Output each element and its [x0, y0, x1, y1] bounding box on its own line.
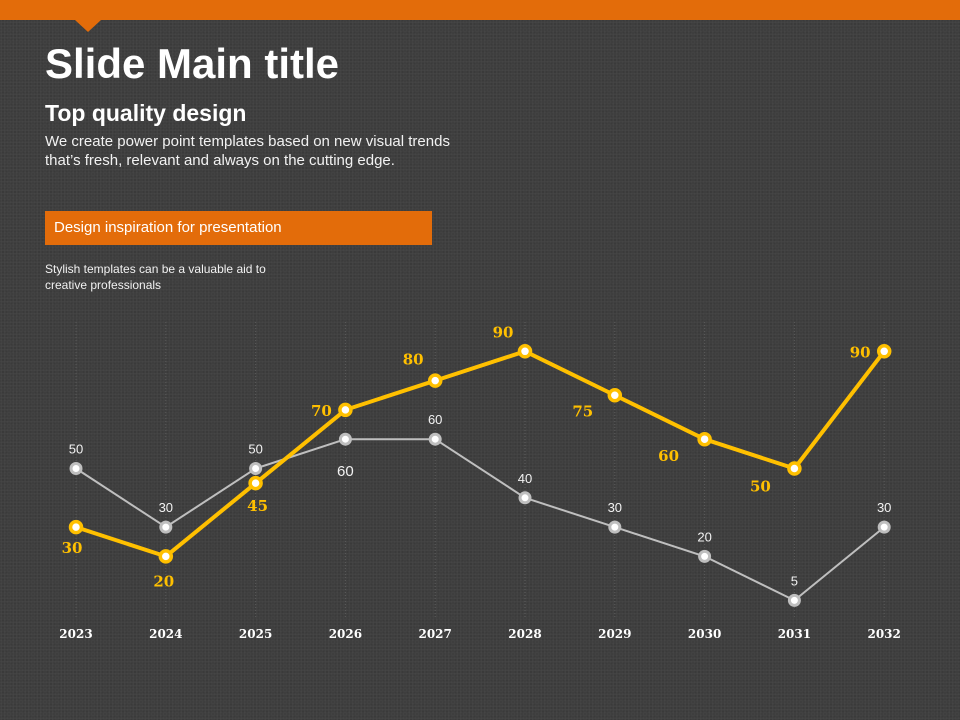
note-line-1: Stylish templates can be a valuable aid …: [45, 262, 266, 276]
x-tick-label-2024: 2024: [149, 627, 182, 641]
x-tick-label-2029: 2029: [598, 627, 631, 641]
data-point-s1-2027: [428, 432, 442, 446]
data-point-s2-2032: [876, 344, 892, 359]
data-point-s1-2024: [159, 520, 173, 534]
data-label-s1-2032: 30: [877, 500, 891, 515]
data-label-s1-2028: 40: [518, 471, 532, 486]
data-label-s2-2025: 45: [247, 497, 268, 515]
x-tick-label-2027: 2027: [418, 627, 451, 641]
x-tick-label-2030: 2030: [688, 627, 721, 641]
data-point-s1-2029: [608, 520, 622, 534]
data-label-s2-2026: 70: [311, 402, 332, 420]
data-point-s1-2032: [877, 520, 891, 534]
data-point-s2-2029: [607, 388, 623, 403]
data-point-s1-2031: [787, 593, 801, 607]
x-tick-label-2032: 2032: [867, 627, 900, 641]
note-line-2: creative professionals: [45, 278, 162, 292]
data-label-s2-2029: 75: [572, 402, 593, 420]
top-accent-bar: [0, 0, 960, 20]
data-point-s2-2023: [68, 519, 84, 535]
data-point-s1-2026: [338, 432, 352, 446]
data-label-s2-2030: 60: [658, 447, 679, 465]
data-point-s1-2023: [69, 462, 83, 475]
data-point-s2-2024: [158, 549, 174, 564]
data-point-s1-2028: [518, 491, 532, 505]
banner-text: Design inspiration for presentation: [54, 219, 282, 236]
data-label-s1-2025: 50: [248, 442, 262, 457]
data-point-s2-2030: [697, 431, 712, 447]
x-tick-label-2028: 2028: [508, 627, 541, 641]
x-tick-label-2031: 2031: [778, 627, 811, 641]
slide-body-text: We create power point templates based on…: [45, 132, 505, 170]
data-label-s1-2029: 30: [608, 500, 622, 515]
data-label-s2-2028: 90: [493, 323, 514, 341]
data-label-s2-2032: 90: [850, 343, 871, 361]
body-line-1: We create power point templates based on…: [45, 133, 450, 150]
data-label-s1-2030: 20: [697, 529, 711, 544]
data-point-s1-2025: [249, 462, 263, 475]
data-point-s2-2026: [338, 402, 353, 418]
x-tick-label-2023: 2023: [59, 627, 92, 641]
data-label-s2-2027: 80: [403, 351, 424, 369]
x-tick-label-2026: 2026: [329, 627, 362, 641]
data-label-s1-2026: 60: [337, 463, 354, 480]
x-tick-label-2025: 2025: [239, 627, 272, 641]
data-point-s2-2028: [517, 344, 533, 359]
data-point-s2-2031: [787, 461, 802, 476]
data-point-s2-2025: [248, 475, 263, 491]
series-line-2: [74, 349, 887, 559]
note-text: Stylish templates can be a valuable aid …: [45, 261, 345, 293]
data-label-s1-2023: 50: [69, 442, 83, 457]
data-point-s2-2027: [427, 373, 443, 388]
data-point-s1-2030: [698, 549, 712, 563]
data-label-s1-2031: 5: [791, 573, 798, 588]
data-label-s2-2031: 50: [750, 478, 771, 496]
series-line-1: [75, 438, 886, 602]
top-accent-notch: [75, 20, 101, 32]
data-label-s1-2027: 60: [428, 412, 442, 427]
slide-subtitle: Top quality design: [45, 100, 247, 126]
slide-title: Slide Main title: [45, 40, 340, 87]
inspiration-banner: Design inspiration for presentation: [45, 211, 432, 245]
data-label-s2-2023: 30: [62, 539, 83, 557]
data-label-s1-2024: 30: [159, 500, 173, 515]
data-label-s2-2024: 20: [153, 572, 174, 590]
body-line-2: that’s fresh, relevant and always on the…: [45, 152, 395, 169]
